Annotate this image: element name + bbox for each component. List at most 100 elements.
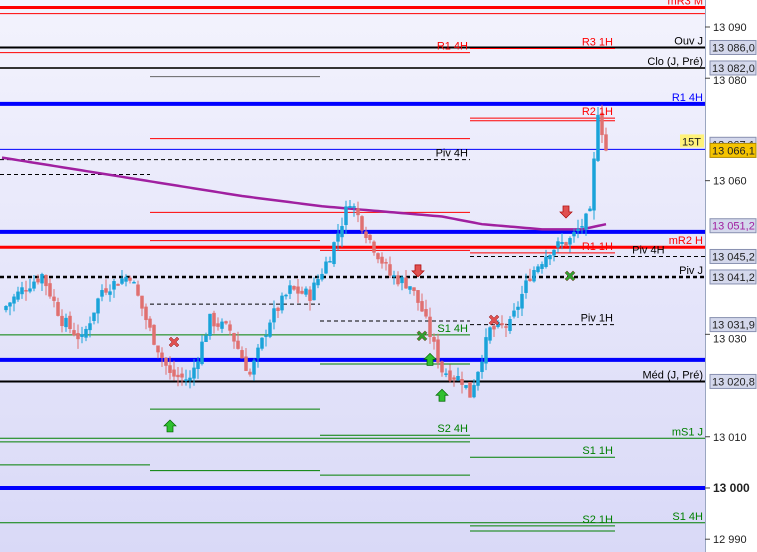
candle-body (116, 283, 120, 286)
candle-body (224, 321, 228, 324)
candle-body (124, 276, 128, 282)
signal-cross-icon (488, 314, 500, 326)
candle-body (316, 279, 320, 286)
level-label: S1 1H (582, 445, 613, 457)
candle-body (408, 286, 412, 290)
level-label: Ouv J (674, 35, 703, 47)
candle-body (4, 306, 8, 311)
arrow-down-icon (559, 205, 573, 219)
candle-body (272, 308, 276, 323)
candle-body (64, 317, 68, 328)
candle-body (340, 226, 344, 238)
candle-body (348, 206, 352, 209)
candle-body (432, 337, 436, 342)
level-label: mR3 M (668, 0, 703, 8)
candle-body (172, 369, 176, 377)
candle-body (328, 261, 332, 263)
level-label: S1 4H (672, 511, 703, 523)
price-box-label: 13 031,9 (712, 320, 755, 332)
candle-body (528, 278, 532, 282)
candle-body (80, 334, 84, 337)
candle-body (244, 356, 248, 371)
level-label: R1 4H (437, 41, 468, 53)
candle-body (48, 283, 52, 297)
candle-body (332, 242, 336, 265)
candle-body (288, 285, 292, 294)
candle-body (292, 286, 296, 290)
axis-tick-label: 13 060 (713, 176, 747, 188)
candle-body (68, 315, 72, 330)
candle-body (436, 339, 440, 363)
level-label: S1 4H (437, 323, 468, 335)
candle-body (284, 294, 288, 297)
candle-body (188, 377, 192, 381)
candle-body (200, 341, 204, 365)
candle-body (28, 288, 32, 292)
candle-body (300, 290, 304, 294)
price-box (709, 248, 757, 264)
axis-tick-label: 13 080 (713, 75, 747, 87)
candle-body (12, 296, 16, 304)
candle-body (96, 298, 100, 314)
candle-body (296, 286, 300, 294)
candle-body (312, 282, 316, 301)
current-price-label: 13 066,1 (712, 145, 755, 157)
candle-body (136, 284, 140, 296)
candle-body (468, 382, 472, 398)
arrow-up-icon (163, 419, 177, 433)
candle-body (516, 306, 520, 310)
candle-body (16, 291, 20, 300)
timeframe-badge (680, 134, 704, 148)
candle-body (380, 256, 384, 264)
candle-body (148, 318, 152, 328)
candle-body (452, 377, 456, 380)
candle-body (360, 216, 364, 231)
candle-body (364, 231, 368, 239)
candle-body (544, 256, 548, 268)
candle-body (372, 241, 376, 253)
candle-body (368, 234, 372, 240)
candle-body (336, 233, 340, 242)
candle-body (504, 326, 508, 328)
candle-body (180, 373, 184, 378)
candle-body (84, 328, 88, 338)
signal-cross-icon (416, 330, 428, 342)
candle-body (192, 367, 196, 379)
candle-body (568, 238, 572, 245)
candle-body (392, 275, 396, 277)
candle-body (268, 322, 272, 337)
level-label: Piv 4H (436, 148, 468, 160)
candle-body (304, 288, 308, 295)
candle-body (456, 375, 460, 381)
candle-body (532, 270, 536, 282)
candle-body (276, 307, 280, 312)
candle-body (280, 295, 284, 311)
level-label: mS1 J (672, 426, 703, 438)
candle-body (560, 242, 564, 244)
candle-body (476, 371, 480, 386)
axis-tick-label: 13 000 (713, 481, 750, 495)
level-label: Piv 4H (632, 244, 664, 256)
candle-body (520, 293, 524, 309)
level-label: Piv J (679, 265, 703, 277)
candle-body (400, 277, 404, 284)
candle-body (404, 277, 408, 289)
axis-tick-label: 13 010 (713, 432, 747, 444)
level-label: R1 4H (672, 92, 703, 104)
level-label: mR2 H (669, 235, 703, 247)
candle-body (412, 287, 416, 291)
candle-body (564, 242, 568, 246)
candle-body (52, 296, 56, 301)
candle-body (480, 361, 484, 372)
candle-body (352, 206, 356, 208)
candle-body (548, 255, 552, 260)
price-box-label: 13 045,2 (712, 251, 755, 263)
candle-body (264, 335, 268, 337)
candle-body (308, 289, 312, 301)
candle-body (260, 337, 264, 349)
candle-body (24, 290, 28, 292)
arrow-up-icon (435, 388, 449, 402)
candle-body (152, 324, 156, 345)
